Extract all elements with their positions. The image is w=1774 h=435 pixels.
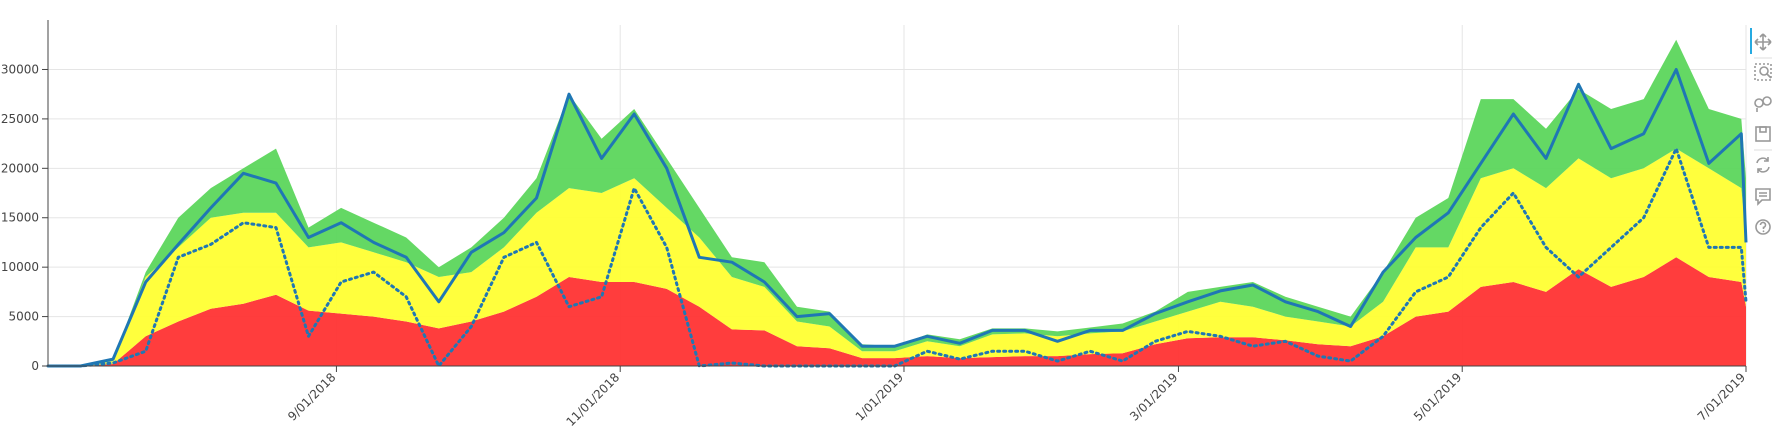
line — [48, 68, 1748, 368]
y-tick-label: 10000 — [1, 260, 39, 274]
save-tool[interactable] — [1755, 126, 1771, 142]
y-tick-label: 5000 — [8, 310, 39, 324]
y-tick-label: 20000 — [1, 161, 39, 175]
x-tick-label: 1/01/2019 — [853, 370, 906, 423]
wheel-zoom-tool[interactable] — [1754, 96, 1772, 112]
reset-tool[interactable] — [1756, 157, 1770, 173]
x-tick-label: 3/01/2019 — [1127, 370, 1180, 423]
data — [46, 39, 1748, 368]
hover-tool[interactable] — [1755, 188, 1771, 206]
y-tick-label: 30000 — [1, 62, 39, 76]
y-tick-label: 15000 — [1, 211, 39, 225]
stacked-area — [48, 148, 1746, 366]
dotted-line — [46, 147, 1748, 368]
pan-tool[interactable] — [1754, 33, 1772, 51]
x-tick-label: 7/01/2019 — [1695, 370, 1748, 423]
stacked-area — [48, 257, 1746, 366]
toolbar — [1750, 28, 1772, 235]
x-tick-label: 11/01/2018 — [564, 370, 623, 429]
y-tick-label: 25000 — [1, 112, 39, 126]
x-tick-label: 5/01/2019 — [1411, 370, 1464, 423]
y-tick-label: 0 — [31, 359, 39, 373]
x-tick-label: 9/01/2018 — [285, 370, 338, 423]
box-zoom-tool[interactable] — [1754, 63, 1772, 81]
help-tool[interactable] — [1755, 219, 1771, 235]
